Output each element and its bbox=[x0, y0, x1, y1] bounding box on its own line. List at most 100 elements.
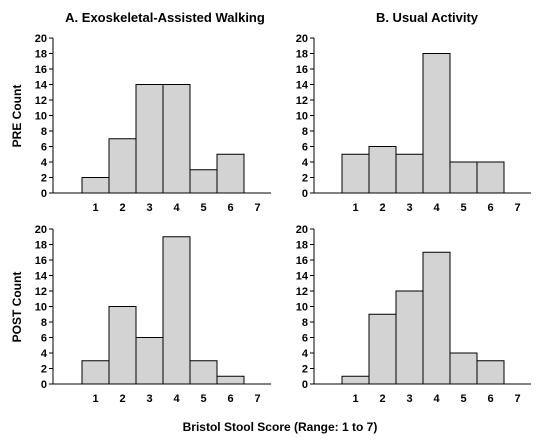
y-tick-label: 0 bbox=[41, 188, 47, 200]
y-tick-label: 16 bbox=[35, 255, 47, 267]
x-tick-label: 5 bbox=[460, 393, 466, 405]
x-tick-label: 2 bbox=[119, 393, 125, 405]
bar-score-1 bbox=[81, 177, 110, 194]
x-tick-label: 7 bbox=[514, 202, 520, 214]
y-tick-label: 0 bbox=[302, 379, 308, 391]
bar-score-4 bbox=[422, 53, 451, 194]
bar-score-5 bbox=[189, 360, 218, 385]
y-tick-label: 20 bbox=[296, 33, 308, 45]
row-label-pre: PRE Count bbox=[10, 85, 24, 148]
y-tick-label: 10 bbox=[296, 111, 308, 123]
y-tick-label: 20 bbox=[296, 224, 308, 236]
column-title-b: B. Usual Activity bbox=[376, 10, 479, 25]
bar-score-1 bbox=[341, 375, 370, 385]
bar-score-1 bbox=[81, 360, 110, 385]
y-tick-label: 6 bbox=[302, 142, 308, 154]
x-tick-label: 1 bbox=[92, 393, 98, 405]
bar-score-6 bbox=[216, 375, 245, 385]
bar-score-4 bbox=[162, 236, 191, 385]
x-tick-label: 3 bbox=[146, 393, 152, 405]
bar-score-6 bbox=[476, 360, 505, 385]
y-tick-label: 6 bbox=[302, 333, 308, 345]
y-tick-label: 8 bbox=[41, 317, 47, 329]
x-tick-label: 3 bbox=[406, 393, 412, 405]
x-tick-label: 2 bbox=[119, 202, 125, 214]
y-tick-label: 18 bbox=[296, 49, 308, 61]
x-tick-label: 4 bbox=[433, 202, 440, 214]
y-tick-label: 16 bbox=[296, 64, 308, 76]
y-tick-label: 10 bbox=[35, 302, 47, 314]
y-tick-label: 8 bbox=[302, 317, 308, 329]
bar-score-2 bbox=[108, 138, 137, 194]
y-tick-label: 12 bbox=[35, 286, 47, 298]
y-tick-label: 4 bbox=[302, 157, 309, 169]
bar-score-4 bbox=[162, 84, 191, 194]
y-tick-label: 12 bbox=[35, 95, 47, 107]
y-tick-label: 18 bbox=[296, 240, 308, 252]
bar-score-2 bbox=[368, 313, 397, 385]
x-tick-label: 1 bbox=[352, 393, 358, 405]
x-tick-label: 4 bbox=[433, 393, 440, 405]
y-tick-label: 10 bbox=[296, 302, 308, 314]
y-tick-label: 2 bbox=[41, 364, 47, 376]
x-tick-label: 6 bbox=[227, 393, 233, 405]
y-tick-label: 8 bbox=[302, 126, 308, 138]
y-tick-label: 14 bbox=[296, 271, 309, 283]
y-tick-label: 2 bbox=[41, 173, 47, 185]
x-tick-label: 6 bbox=[227, 202, 233, 214]
y-tick-label: 18 bbox=[35, 49, 47, 61]
x-tick-label: 6 bbox=[487, 393, 493, 405]
bar-score-3 bbox=[135, 84, 164, 194]
x-tick-label: 7 bbox=[254, 393, 260, 405]
y-tick-label: 0 bbox=[302, 188, 308, 200]
x-tick-label: 7 bbox=[254, 202, 260, 214]
x-tick-label: 5 bbox=[200, 393, 206, 405]
y-tick-label: 6 bbox=[41, 333, 47, 345]
bar-score-2 bbox=[108, 306, 137, 385]
x-tick-label: 1 bbox=[92, 202, 98, 214]
y-tick-label: 6 bbox=[41, 142, 47, 154]
y-tick-label: 16 bbox=[296, 255, 308, 267]
bar-score-5 bbox=[449, 352, 478, 385]
x-tick-label: 2 bbox=[379, 202, 385, 214]
bar-score-3 bbox=[135, 337, 164, 385]
bar-score-6 bbox=[216, 153, 245, 194]
y-tick-label: 12 bbox=[296, 286, 308, 298]
bar-score-5 bbox=[189, 169, 218, 194]
bar-score-2 bbox=[368, 146, 397, 194]
x-tick-label: 1 bbox=[352, 202, 358, 214]
y-tick-label: 14 bbox=[296, 80, 309, 92]
column-title-a: A. Exoskeletal-Assisted Walking bbox=[65, 10, 265, 25]
bar-score-3 bbox=[395, 153, 424, 194]
y-tick-label: 16 bbox=[35, 64, 47, 76]
x-tick-label: 2 bbox=[379, 393, 385, 405]
y-tick-label: 12 bbox=[296, 95, 308, 107]
y-tick-label: 2 bbox=[302, 364, 308, 376]
y-tick-label: 14 bbox=[35, 271, 48, 283]
y-tick-label: 10 bbox=[35, 111, 47, 123]
bar-score-6 bbox=[476, 161, 505, 194]
y-tick-label: 20 bbox=[35, 224, 47, 236]
y-tick-label: 4 bbox=[41, 348, 48, 360]
x-tick-label: 7 bbox=[514, 393, 520, 405]
y-tick-label: 2 bbox=[302, 173, 308, 185]
row-label-post: POST Count bbox=[10, 272, 24, 343]
y-tick-label: 20 bbox=[35, 33, 47, 45]
bar-score-3 bbox=[395, 290, 424, 385]
y-tick-label: 4 bbox=[302, 348, 309, 360]
x-tick-label: 4 bbox=[173, 393, 180, 405]
x-tick-label: 3 bbox=[406, 202, 412, 214]
y-tick-label: 14 bbox=[35, 80, 48, 92]
y-tick-label: 8 bbox=[41, 126, 47, 138]
y-tick-label: 4 bbox=[41, 157, 48, 169]
x-tick-label: 5 bbox=[460, 202, 466, 214]
x-tick-label: 6 bbox=[487, 202, 493, 214]
x-axis-label: Bristol Stool Score (Range: 1 to 7) bbox=[183, 420, 378, 434]
bar-score-1 bbox=[341, 153, 370, 194]
